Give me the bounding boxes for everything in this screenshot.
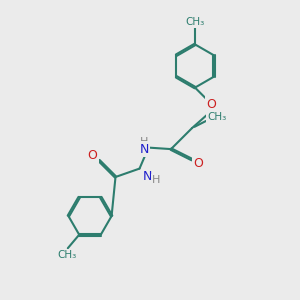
Text: O: O — [207, 98, 216, 111]
Text: CH₃: CH₃ — [185, 17, 205, 27]
Text: H: H — [140, 137, 148, 147]
Text: O: O — [194, 157, 203, 170]
Text: O: O — [88, 148, 97, 162]
Text: N: N — [139, 142, 149, 156]
Text: CH₃: CH₃ — [207, 112, 226, 122]
Text: CH₃: CH₃ — [57, 250, 76, 260]
Text: N: N — [142, 169, 152, 183]
Text: H: H — [152, 175, 160, 185]
